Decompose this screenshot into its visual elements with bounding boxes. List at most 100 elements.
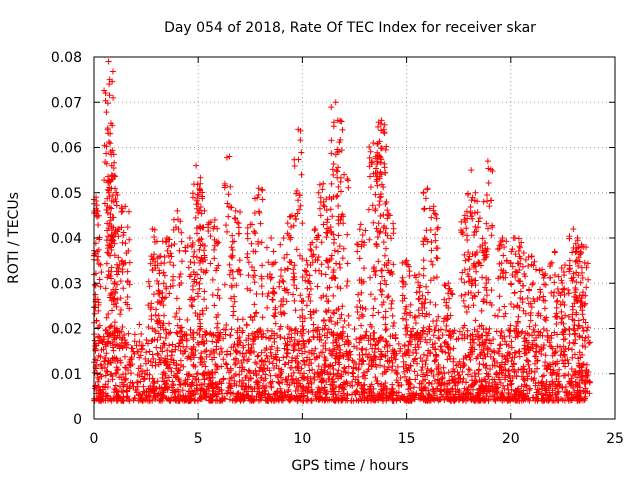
x-tick-label: 25: [606, 431, 624, 447]
data-point: [119, 239, 126, 246]
data-point: [488, 232, 495, 239]
data-point: [379, 273, 386, 280]
data-point: [297, 137, 304, 144]
data-point: [554, 343, 561, 350]
data-point: [403, 316, 410, 323]
data-point: [460, 363, 467, 370]
data-point: [464, 327, 471, 334]
data-point: [325, 264, 332, 271]
data-point: [328, 275, 335, 282]
data-point: [252, 310, 259, 317]
data-point: [559, 280, 566, 287]
data-point: [105, 58, 112, 65]
data-point: [375, 258, 382, 265]
data-point: [507, 280, 514, 287]
x-tick-label: 0: [90, 431, 99, 447]
data-point: [511, 290, 518, 297]
data-point: [97, 283, 104, 290]
data-point: [333, 167, 340, 174]
data-point: [373, 225, 380, 232]
data-point: [122, 377, 129, 384]
data-point: [468, 167, 475, 174]
data-point: [471, 326, 478, 333]
data-point: [366, 236, 373, 243]
data-point: [367, 274, 374, 281]
data-point: [370, 305, 377, 312]
data-point: [102, 285, 109, 292]
data-point: [194, 290, 201, 297]
data-point: [168, 253, 175, 260]
data-point: [125, 330, 132, 337]
data-point: [317, 212, 324, 219]
y-tick-label: 0.03: [51, 276, 82, 292]
data-point: [369, 312, 376, 319]
data-point: [569, 354, 576, 361]
data-point: [562, 383, 569, 390]
data-point: [336, 261, 343, 268]
data-point: [299, 220, 306, 227]
data-point: [482, 326, 489, 333]
data-point: [402, 331, 409, 338]
data-point: [108, 264, 115, 271]
data-point: [501, 338, 508, 345]
data-point: [328, 104, 335, 111]
data-point: [391, 319, 398, 326]
data-point: [226, 271, 233, 278]
data-point: [370, 219, 377, 226]
data-point: [232, 361, 239, 368]
data-point: [329, 213, 336, 220]
data-point: [446, 295, 453, 302]
data-point: [251, 279, 258, 286]
data-point: [370, 336, 377, 343]
data-point: [486, 325, 493, 332]
data-point: [211, 246, 218, 253]
data-point: [519, 263, 526, 270]
data-point: [390, 261, 397, 268]
data-point: [176, 273, 183, 280]
data-point: [136, 321, 143, 328]
data-point: [306, 291, 313, 298]
data-point: [345, 184, 352, 191]
data-point: [148, 316, 155, 323]
data-point: [375, 309, 382, 316]
data-point: [255, 352, 262, 359]
data-point: [441, 339, 448, 346]
data-point: [318, 239, 325, 246]
data-point: [248, 240, 255, 247]
data-point: [200, 247, 207, 254]
data-point: [120, 371, 127, 378]
data-point: [384, 215, 391, 222]
data-point: [236, 267, 243, 274]
data-point: [162, 335, 169, 342]
data-point: [485, 180, 492, 187]
data-point: [258, 283, 265, 290]
data-point: [245, 367, 252, 374]
data-point: [315, 254, 322, 261]
data-point: [276, 283, 283, 290]
data-point: [186, 235, 193, 241]
data-point: [375, 123, 382, 130]
data-point: [120, 285, 127, 292]
data-point: [328, 180, 335, 187]
data-point: [322, 322, 329, 329]
data-point: [433, 317, 440, 324]
data-point: [554, 286, 561, 292]
data-point: [188, 302, 195, 309]
data-point: [259, 262, 266, 269]
data-point: [259, 196, 266, 203]
data-point: [489, 362, 496, 369]
data-point: [206, 351, 213, 358]
data-point: [221, 281, 228, 288]
data-point: [198, 350, 205, 357]
data-point: [476, 215, 483, 222]
data-point: [385, 293, 392, 300]
data-point: [372, 191, 379, 198]
data-point: [296, 192, 303, 199]
data-point: [267, 275, 274, 282]
data-point: [223, 361, 230, 368]
data-point: [372, 271, 379, 278]
data-point: [380, 211, 387, 218]
data-point: [377, 362, 384, 369]
data-point: [103, 150, 110, 157]
data-point: [196, 285, 203, 292]
